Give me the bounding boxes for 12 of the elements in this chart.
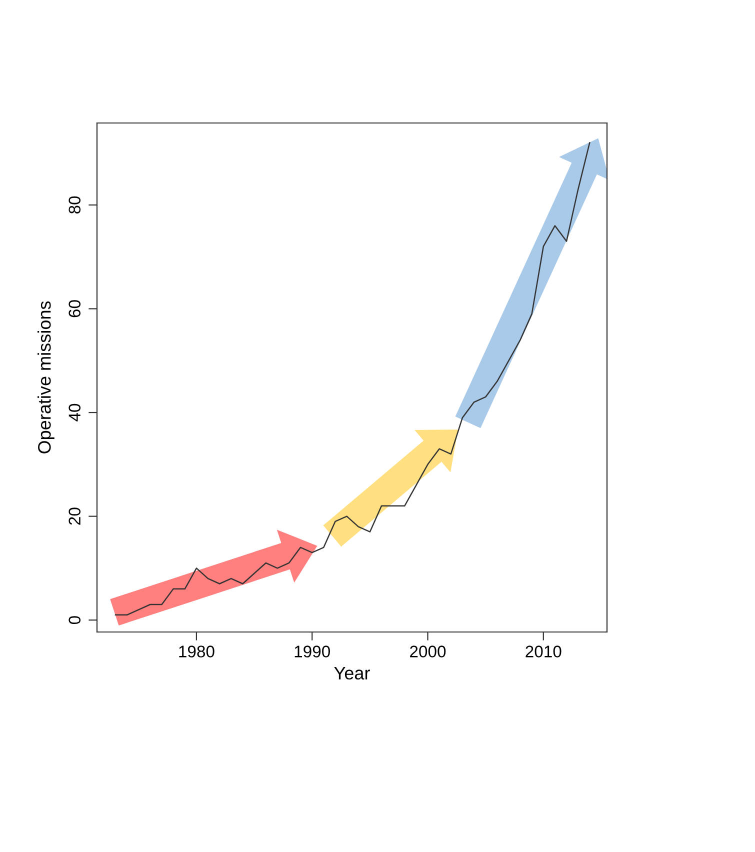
- x-tick-label: 1980: [179, 646, 214, 658]
- y-axis-title: Operative missions: [38, 301, 54, 454]
- x-tick-label: 2000: [410, 646, 446, 658]
- y-tick-label: 0: [68, 616, 81, 624]
- x-tick-label: 2010: [526, 646, 562, 658]
- y-tick-label: 80: [68, 196, 81, 214]
- x-axis-title: Year: [334, 666, 370, 680]
- y-tick-label: 40: [68, 404, 81, 422]
- line-series: [114, 142, 590, 616]
- x-tick-label: 1990: [294, 646, 330, 658]
- y-tick-label: 20: [68, 508, 81, 525]
- y-tick-label: 60: [68, 300, 81, 318]
